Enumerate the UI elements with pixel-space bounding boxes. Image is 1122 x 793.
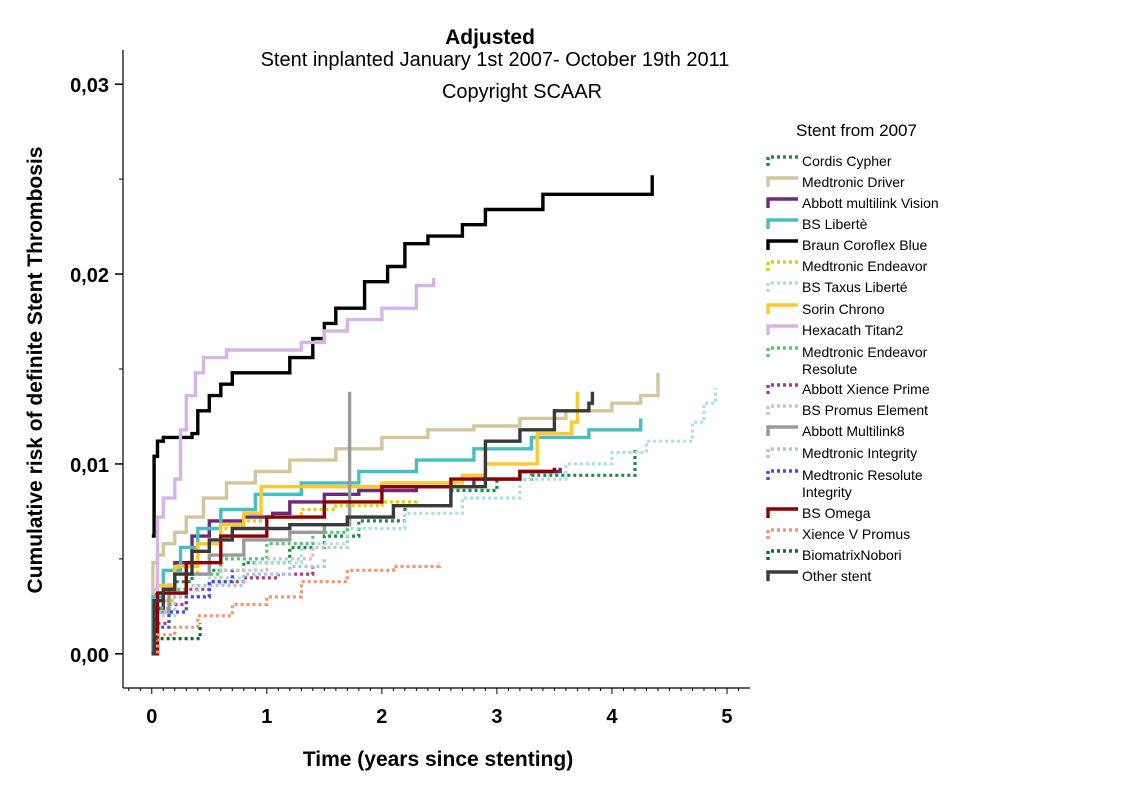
legend-label: BS Taxus Liberté [802, 279, 908, 295]
legend-swatch [766, 469, 798, 480]
legend-swatch [766, 549, 798, 560]
series-line-5 [151, 498, 418, 656]
chart-subtitle: Stent inplanted January 1st 2007- Octobe… [261, 49, 730, 71]
legend-title: Stent from 2007 [796, 121, 917, 140]
x-tick-label: 2 [376, 706, 387, 728]
legend-swatch [766, 324, 798, 335]
x-tick-label: 3 [491, 706, 502, 728]
series-line-3 [151, 418, 643, 656]
legend: Stent from 2007 Cordis Cypher Medtronic D… [766, 121, 939, 584]
legend-label: BS Omega [802, 505, 871, 521]
x-tick-label: 5 [721, 706, 732, 728]
legend-label: Cordis Cypher [802, 153, 892, 169]
y-tick-label: 0,02 [70, 265, 109, 287]
axes [122, 50, 750, 689]
legend-swatch [766, 218, 798, 229]
legend-swatch [766, 447, 798, 458]
y-tick-label: 0,03 [70, 75, 109, 97]
x-tick-label: 1 [261, 706, 272, 728]
legend-label: Medtronic Integrity [802, 445, 917, 461]
legend-swatch [766, 404, 798, 415]
series-line-15 [151, 467, 557, 656]
x-axis-label: Time (years since stenting) [303, 748, 573, 771]
x-tick-label: 0 [146, 706, 157, 728]
legend-label: Medtronic Resolute [802, 467, 923, 483]
series-line-4 [151, 175, 654, 538]
legend-swatch [766, 507, 798, 518]
legend-swatch [766, 303, 798, 314]
legend-label: BS Promus Element [802, 402, 928, 418]
legend-label: Medtronic Endeavor [802, 258, 928, 274]
series-line-9 [151, 524, 349, 656]
legend-swatch [766, 155, 798, 166]
chart-title: Adjusted [445, 26, 535, 49]
legend-swatch [766, 570, 798, 581]
legend-swatch [766, 176, 798, 187]
series-line-13 [151, 558, 326, 656]
legend-label: Medtronic Driver [802, 174, 905, 190]
series-line-16 [151, 562, 441, 656]
legend-label: BiomatrixNobori [802, 547, 902, 563]
chart-copyright: Copyright SCAAR [442, 81, 602, 103]
legend-label: Abbott Xience Prime [802, 381, 930, 397]
legend-swatch [766, 281, 798, 292]
legend-label: Hexacath Titan2 [802, 322, 903, 338]
y-tick-label: 0,00 [70, 645, 109, 667]
x-tick-label: 4 [606, 706, 618, 728]
series-line-0 [151, 448, 637, 656]
legend-label: BS Libertè [802, 216, 868, 232]
legend-label: Abbott multilink Vision [802, 195, 939, 211]
series-line-18 [151, 391, 595, 656]
legend-swatch [766, 260, 798, 271]
series-line-8 [151, 277, 436, 591]
legend-swatch [766, 239, 798, 250]
series-line-2 [151, 467, 562, 656]
legend-label: Integrity [802, 484, 852, 500]
legend-swatch [766, 528, 798, 539]
series-line-7 [151, 391, 580, 656]
legend-swatch [766, 346, 798, 357]
legend-label: Medtronic Endeavor [802, 344, 928, 360]
y-axis-label: Cumulative risk of definite Stent Thromb… [24, 147, 47, 594]
legend-swatch [766, 425, 798, 436]
legend-swatch [766, 383, 798, 394]
legend-label: Other stent [802, 568, 871, 584]
series-lines [151, 175, 718, 656]
y-tick-label: 0,01 [70, 455, 109, 477]
legend-label: Braun Coroflex Blue [802, 237, 928, 253]
legend-label: Xience V Promus [802, 526, 910, 542]
legend-label: Resolute [802, 361, 857, 377]
legend-label: Abbott Multilink8 [802, 423, 905, 439]
series-line-1 [151, 372, 660, 656]
legend-label: Sorin Chrono [802, 301, 885, 317]
legend-swatch [766, 197, 798, 208]
ticks: 0 1 2 3 4 5 0,00 0,01 0,02 0,03 [70, 75, 739, 728]
